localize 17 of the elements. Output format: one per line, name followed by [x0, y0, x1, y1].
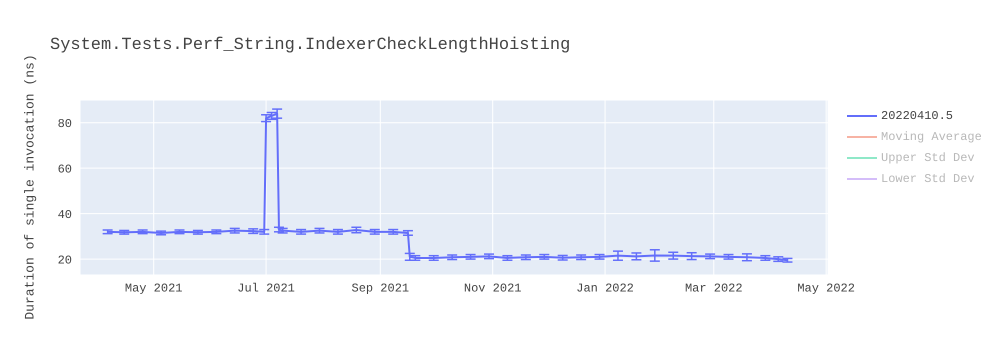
x-tick-label: Sep 2021	[352, 282, 410, 296]
legend-label: Lower Std Dev	[881, 172, 975, 186]
legend-label: Upper Std Dev	[881, 150, 975, 164]
y-tick-label: 60	[58, 162, 72, 176]
y-tick-label: 40	[58, 208, 72, 222]
x-tick-label: Nov 2021	[464, 282, 522, 296]
chart-title: System.Tests.Perf_String.IndexerCheckLengthHoisting	[50, 36, 570, 55]
legend-label: 20220410.5	[881, 108, 954, 122]
x-tick-label: Mar 2022	[684, 282, 743, 296]
y-axis-title: Duration of single invocation (ns)	[22, 54, 38, 320]
y-tick-label: 80	[58, 116, 72, 131]
x-tick-label: May 2022	[797, 282, 855, 296]
y-tick-label: 20	[58, 253, 72, 268]
x-tick-label: Jan 2022	[576, 282, 634, 296]
legend-label: Moving Average	[881, 130, 982, 144]
x-tick-label: Jul 2021	[237, 282, 295, 296]
x-tick-label: May 2021	[124, 282, 182, 296]
